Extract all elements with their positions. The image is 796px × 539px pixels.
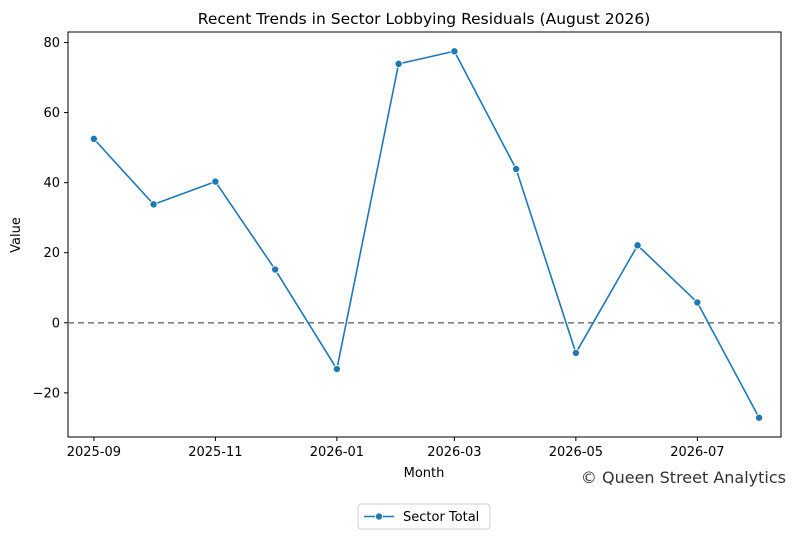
x-axis: 2025-09 2025-11 2026-01 2026-03 2026-05 2026-… (67, 437, 725, 460)
y-tick-label: −20 (33, 386, 60, 401)
chart-title: Recent Trends in Sector Lobbying Residua… (198, 10, 651, 28)
y-tick-label: 60 (43, 106, 60, 121)
data-point (211, 177, 220, 186)
y-tick-label: 80 (43, 36, 60, 51)
x-tick-label: 2025-09 (67, 445, 121, 460)
data-point (755, 413, 764, 422)
legend-label: Sector Total (403, 510, 479, 525)
data-point (149, 200, 158, 209)
data-point (89, 134, 98, 143)
y-axis: −20 0 20 40 60 80 (33, 36, 68, 401)
x-tick-label: 2026-05 (549, 445, 603, 460)
data-point (271, 265, 280, 274)
data-point (571, 348, 580, 357)
plot-area (67, 31, 782, 438)
y-tick-label: 0 (52, 316, 60, 331)
data-point (332, 365, 341, 374)
data-point (450, 47, 459, 56)
x-tick-label: 2026-07 (670, 445, 724, 460)
series-layer (89, 47, 764, 422)
data-point (633, 241, 642, 250)
legend-box (357, 503, 491, 530)
x-axis-title: Month (404, 466, 445, 481)
watermark-text: © Queen Street Analytics (581, 468, 786, 487)
legend-marker (374, 512, 383, 521)
plot-frame (67, 31, 782, 438)
y-tick-label: 40 (43, 176, 60, 191)
x-tick-label: 2026-03 (427, 445, 481, 460)
legend: Sector Total (357, 503, 491, 530)
y-tick-label: 20 (43, 246, 60, 261)
data-point (693, 298, 702, 307)
data-point (394, 59, 403, 68)
data-point (512, 164, 521, 173)
y-axis-title: Value (9, 217, 24, 253)
series-line (93, 50, 760, 419)
x-tick-label: 2026-01 (310, 445, 364, 460)
x-tick-label: 2025-11 (188, 445, 242, 460)
